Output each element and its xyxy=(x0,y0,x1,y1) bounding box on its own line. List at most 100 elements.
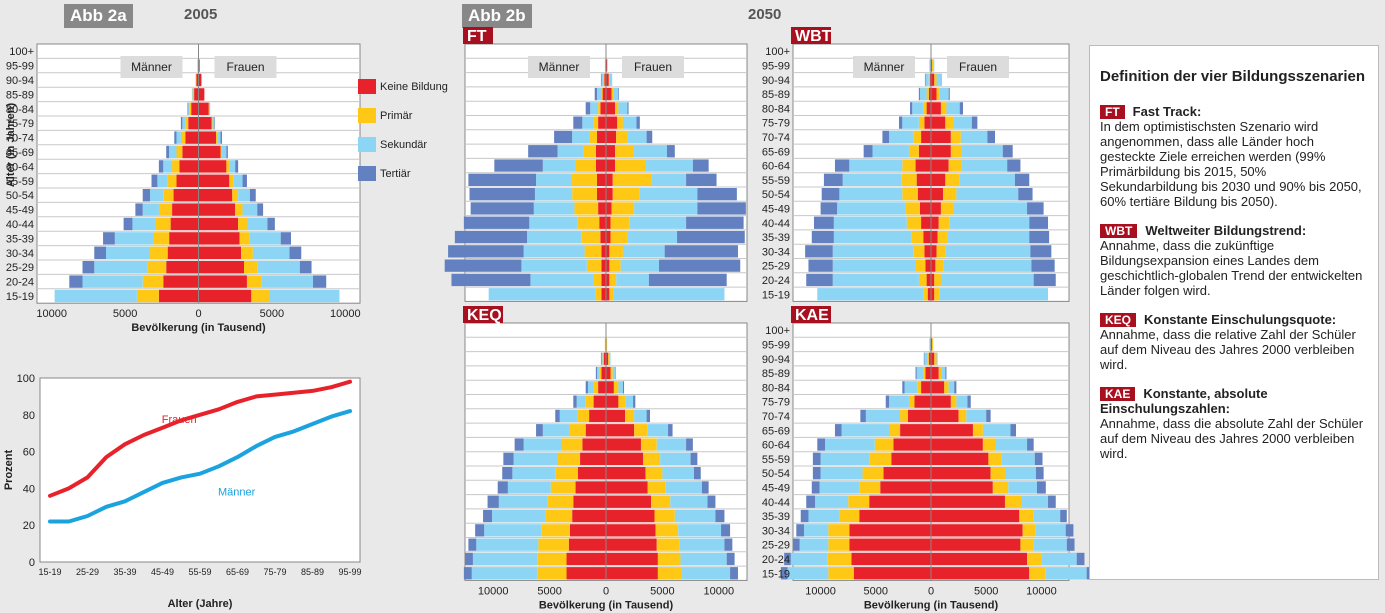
bar-female-sekundaer-40-44 xyxy=(949,216,1030,229)
bar-male-sekundaer-60-64 xyxy=(163,160,173,173)
age-label-65-69: 65-69 xyxy=(762,146,790,158)
bar-male-sekundaer-20-24 xyxy=(82,275,143,288)
bar-female-primaer-30-34 xyxy=(655,524,679,537)
bar-male-primaer-25-29 xyxy=(586,259,602,272)
bar-female-primaer-90-94 xyxy=(934,352,937,365)
age-label-80-84: 80-84 xyxy=(762,382,790,394)
bar-male-primaer-60-64 xyxy=(575,159,596,172)
bar-male-tertiaer-80-84 xyxy=(585,381,588,394)
x-tick-label: 10000 xyxy=(805,585,836,597)
bar-female-keine-40-44 xyxy=(606,495,652,508)
bar-male-primaer-50-54 xyxy=(572,188,597,201)
maenner-box xyxy=(853,56,915,78)
bar-male-keine-50-54 xyxy=(173,189,199,202)
bar-male-tertiaer-55-59 xyxy=(151,174,158,187)
pyramid-pKAE: 15-19 20-24 25-29 30-34 35-39 40-44 45-49 50-54… xyxy=(762,306,1095,611)
bar-male-keine-85-89 xyxy=(925,366,931,380)
bar-male-keine-90-94 xyxy=(929,73,931,86)
bar-female-keine-15-19 xyxy=(606,288,610,301)
bar-male-sekundaer-20-24 xyxy=(832,273,919,287)
bar-male-tertiaer-35-39 xyxy=(454,230,528,244)
bar-male-tertiaer-50-54 xyxy=(502,467,513,480)
bar-female-tertiaer-75-79 xyxy=(633,395,636,408)
bar-male-tertiaer-15-19 xyxy=(463,567,472,580)
bar-female-sekundaer-40-44 xyxy=(246,217,268,231)
bar-male-sekundaer-25-29 xyxy=(476,538,539,551)
bar-female-primaer-25-29 xyxy=(656,538,680,551)
bar-female-sekundaer-15-19 xyxy=(1045,567,1087,580)
bar-male-tertiaer-35-39 xyxy=(800,509,809,523)
age-label-75-79: 75-79 xyxy=(6,118,34,130)
age-label-30-34: 30-34 xyxy=(762,246,790,258)
bar-male-keine-45-49 xyxy=(919,202,931,215)
bar-male-tertiaer-50-54 xyxy=(469,188,535,201)
bar-female-tertiaer-20-24 xyxy=(648,273,727,287)
bar-female-keine-45-49 xyxy=(198,203,236,216)
bar-male-keine-30-34 xyxy=(601,245,606,258)
x-tick-label: 75-79 xyxy=(263,567,286,577)
bar-female-tertiaer-45-49 xyxy=(1027,202,1044,215)
x-tick-label: 85-89 xyxy=(301,567,324,577)
bar-male-sekundaer-35-39 xyxy=(527,230,582,244)
bar-male-primaer-30-34 xyxy=(913,245,925,258)
bar-male-tertiaer-30-34 xyxy=(805,245,833,258)
frauen-label: Frauen xyxy=(634,60,672,74)
bar-male-keine-90-94 xyxy=(603,352,606,365)
age-label-20-24: 20-24 xyxy=(762,554,790,566)
age-label-95-99: 95-99 xyxy=(6,61,34,73)
legend-swatch-tertiaer xyxy=(358,166,376,181)
bar-female-sekundaer-40-44 xyxy=(1021,495,1049,508)
bar-female-primaer-50-54 xyxy=(943,188,957,201)
bar-female-keine-90-94 xyxy=(606,73,609,86)
bar-female-tertiaer-60-64 xyxy=(1007,159,1021,172)
bar-female-keine-35-39 xyxy=(931,230,938,244)
bar-male-keine-80-84 xyxy=(921,381,931,394)
bar-male-primaer-70-74 xyxy=(913,130,922,144)
age-label-50-54: 50-54 xyxy=(6,190,34,202)
bar-male-sekundaer-25-29 xyxy=(832,259,916,272)
bar-female-keine-20-24 xyxy=(931,552,1028,566)
bar-male-primaer-45-49 xyxy=(158,203,173,216)
bar-male-keine-20-24 xyxy=(851,552,931,566)
bar-male-keine-45-49 xyxy=(575,481,606,494)
bar-female-tertiaer-50-54 xyxy=(693,467,701,480)
bar-female-primaer-25-29 xyxy=(609,259,621,272)
bar-female-tertiaer-60-64 xyxy=(235,160,239,173)
legend-swatch-sekundaer xyxy=(358,137,376,152)
frauen-box xyxy=(622,56,684,78)
bar-male-sekundaer-15-19 xyxy=(787,567,829,580)
scenario-kae: KAE Konstante, absolute Einschulungszahle… xyxy=(1100,386,1366,461)
bar-female-tertiaer-20-24 xyxy=(1033,273,1056,287)
bar-female-primaer-40-44 xyxy=(1004,495,1022,508)
bar-male-keine-55-59 xyxy=(891,452,931,465)
bar-male-sekundaer-55-59 xyxy=(513,452,558,465)
bar-male-keine-55-59 xyxy=(596,173,606,186)
bar-male-primaer-50-54 xyxy=(163,189,174,202)
bar-female-primaer-20-24 xyxy=(609,273,617,287)
bar-male-keine-35-39 xyxy=(169,232,199,245)
bar-male-sekundaer-90-94 xyxy=(601,352,603,365)
bar-male-sekundaer-65-69 xyxy=(557,145,584,158)
bar-male-primaer-20-24 xyxy=(537,552,567,566)
x-tick-label: 5000 xyxy=(260,308,284,320)
bar-female-sekundaer-85-89 xyxy=(612,366,616,380)
bar-female-primaer-20-24 xyxy=(1027,552,1042,566)
bar-female-primaer-55-59 xyxy=(945,173,960,186)
bar-male-primaer-65-69 xyxy=(569,424,586,437)
bar-female-sekundaer-75-79 xyxy=(956,395,968,408)
bar-female-tertiaer-80-84 xyxy=(954,381,957,394)
bar-female-tertiaer-40-44 xyxy=(686,216,744,229)
bar-female-keine-50-54 xyxy=(606,467,646,480)
bar-male-keine-50-54 xyxy=(917,188,931,201)
age-label-35-39: 35-39 xyxy=(762,232,790,244)
bar-male-primaer-20-24 xyxy=(827,552,852,566)
bar-male-keine-15-19 xyxy=(927,288,931,301)
bar-male-primaer-25-29 xyxy=(147,261,167,274)
bar-female-tertiaer-30-34 xyxy=(721,524,731,537)
x-tick-label: 10000 xyxy=(478,585,509,597)
bar-female-primaer-60-64 xyxy=(640,438,657,451)
age-label-70-74: 70-74 xyxy=(762,411,790,423)
bar-female-primaer-30-34 xyxy=(241,246,253,259)
bar-female-keine-35-39 xyxy=(606,509,655,523)
